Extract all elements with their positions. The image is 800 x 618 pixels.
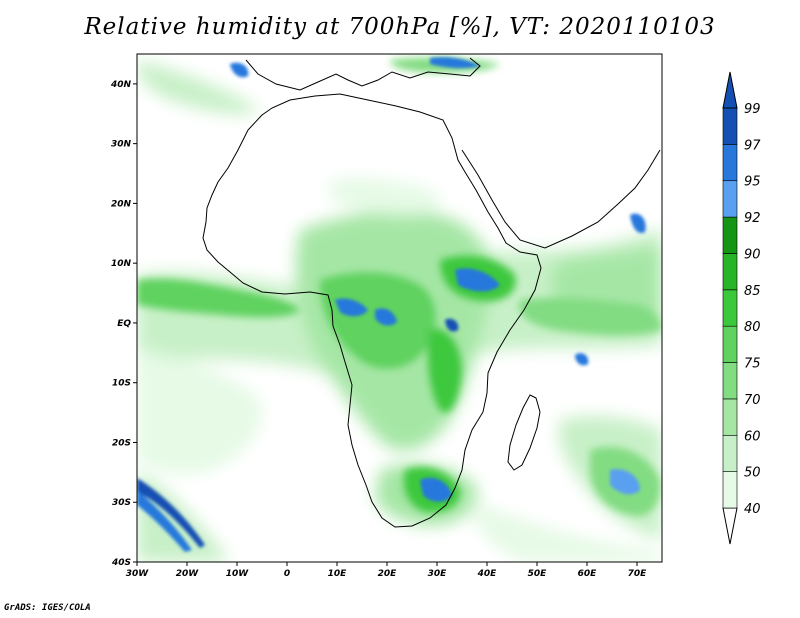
colorbar-segment [722,398,738,436]
lat-tick-label: EQ [117,319,131,329]
colorbar-segment [722,253,738,291]
lon-tick-label: 60E [578,569,598,579]
colorbar-label: 80 [744,320,761,335]
chart-title: Relative humidity at 700hPa [%], VT: 202… [84,14,716,40]
humid-sw-band [137,470,230,562]
colorbar-label: 95 [744,175,761,190]
saturated-ne [430,57,480,69]
lat-tick-label: 40S [111,558,131,568]
lat-tick-label: 20N [111,199,132,209]
colorbar-label: 60 [744,429,761,444]
madagascar-coastline [507,394,541,471]
lon-tick-label: 70E [628,569,648,579]
saturated-south-africa [420,477,452,502]
colorbar-label: 75 [744,357,761,372]
latitude-axis: 40N 30N 20N 10N EQ 10S 20S 30S 40S [110,80,137,568]
saturated-se-swirl [610,469,640,495]
colorbar-segment [722,216,738,254]
map-frame [136,53,663,563]
colorbar-label: 97 [744,138,761,153]
saturated-sw-coast [137,478,205,548]
saturated-congo-2 [375,308,397,326]
lon-tick-label: 10E [328,569,348,579]
saturated-lake-victoria [445,318,459,332]
colorbar-segment [722,107,738,145]
lon-tick-label: 0 [284,569,290,579]
colorbar-segment [722,289,738,327]
humid-southern-ocean [470,500,662,562]
arabia-coastline [461,149,661,249]
lon-tick-label: 30E [428,569,448,579]
credit-label: GrADS: IGES/COLA [4,603,91,613]
colorbar-segment [722,471,738,509]
lat-tick-label: 30S [112,498,131,508]
coastlines [202,57,661,528]
saturated-indian [575,353,589,366]
colorbar-label: 90 [744,247,761,262]
europe-coastline [245,57,481,91]
lon-tick-label: 10W [226,569,250,579]
saturated-east-edge [630,213,646,234]
humid-east-coast [519,297,662,335]
colorbar-label: 50 [744,466,761,481]
colorbar-label: 70 [744,393,761,408]
colorbar-segment [722,144,738,182]
lat-tick-label: 10S [112,379,131,389]
colorbar-label: 40 [744,502,761,517]
saturated-north [230,62,249,78]
humidity-field [137,57,662,562]
lon-tick-label: 20W [176,569,200,579]
colorbar-segment [722,434,738,472]
colorbar-label: 99 [744,102,761,117]
humid-rift [428,329,462,413]
colorbar-upper-triangle [722,71,738,109]
colorbar-segment [722,180,738,218]
colorbar-segment [722,362,738,400]
colorbar-label: 85 [744,284,761,299]
humid-itcz-atlantic [137,278,300,318]
lon-tick-label: 50E [528,569,548,579]
colorbar-lower-triangle [722,507,738,545]
lat-tick-label: 10N [111,259,132,269]
saturated-congo [335,298,368,317]
colorbar-segment [722,325,738,363]
saturated-ethiopia [455,268,500,292]
colorbar-label: 92 [744,211,761,226]
colorbar: 40 50 60 70 75 80 85 90 92 95 97 99 [722,71,761,545]
lon-tick-label: 20E [378,569,398,579]
africa-coastline [202,93,542,528]
humid-plume-south-atlantic [137,350,262,475]
lat-tick-label: 30N [111,140,132,150]
longitude-axis: 30W 20W 10W 0 10E 20E 30E 40E 50E 60E 70E [126,562,647,579]
lat-tick-label: 20S [112,438,131,448]
humid-sahara-strip [330,178,441,215]
lat-tick-label: 40N [110,80,132,90]
lon-tick-label: 40E [477,569,498,579]
lon-tick-label: 30W [126,569,150,579]
saturated-sw-inner [137,490,192,552]
humid-north [137,60,260,115]
